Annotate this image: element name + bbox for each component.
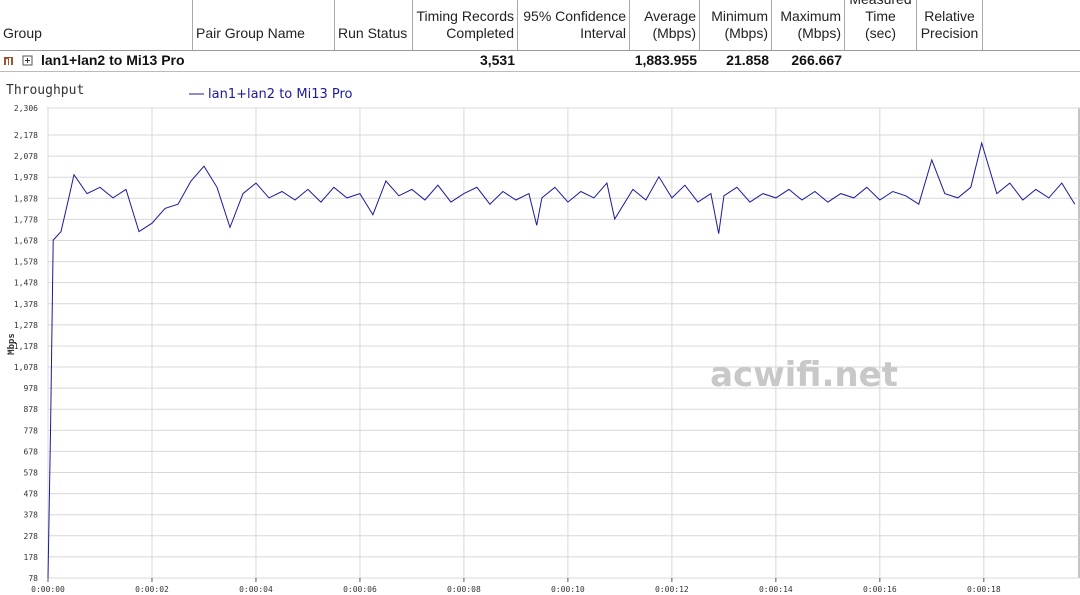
maximum: 266.667 — [791, 52, 842, 68]
x-tick-label: 0:00:00 — [31, 585, 65, 594]
y-tick-label: 878 — [24, 405, 39, 414]
y-axis-label: Mbps — [7, 333, 17, 355]
minimum: 21.858 — [726, 52, 769, 68]
column-header[interactable]: Pair Group Name — [193, 0, 335, 50]
y-tick-label: 578 — [24, 469, 39, 478]
chart-title: Throughput — [6, 83, 84, 98]
timing-records: 3,531 — [479, 52, 515, 68]
x-tick-label: 0:00:08 — [447, 585, 481, 594]
y-tick-label: 1,678 — [14, 236, 38, 245]
column-header[interactable]: 95% Confidence Interval — [518, 0, 630, 50]
x-tick-label: 0:00:10 — [551, 585, 585, 594]
watermark: acwifi.net — [710, 355, 898, 395]
y-tick-label: 1,878 — [14, 194, 38, 203]
y-tick-label: 178 — [24, 553, 39, 562]
y-tick-label: 1,178 — [14, 342, 38, 351]
chart: Throughput Mbps acwifi.net 78 178 278 378 47… — [6, 83, 1080, 594]
group-name: lan1+lan2 to Mi13 Pro — [41, 52, 185, 68]
column-header[interactable]: Relative Precision — [917, 0, 983, 50]
y-tick-label: 1,478 — [14, 279, 38, 288]
y-tick-label: 378 — [24, 511, 39, 520]
y-tick-label: 2,178 — [14, 131, 38, 140]
plot-area — [47, 107, 1080, 579]
x-tick-label: 0:00:18 — [967, 585, 1001, 594]
y-tick-label: 2,306 — [14, 104, 38, 113]
x-tick-label: 0:00:06 — [343, 585, 377, 594]
y-tick-label: 978 — [24, 384, 39, 393]
line-series — [47, 141, 1076, 579]
y-tick-label: 1,078 — [14, 363, 38, 372]
y-tick-label: 278 — [24, 532, 39, 541]
y-tick-label: 1,278 — [14, 321, 38, 330]
row-icons — [4, 55, 33, 66]
average: 1,883.955 — [634, 52, 697, 68]
legend-label: lan1+lan2 to Mi13 Pro — [208, 87, 353, 102]
column-header[interactable]: Maximum (Mbps) — [772, 0, 845, 50]
y-tick-label: 1,578 — [14, 258, 38, 267]
y-tick-label: 78 — [28, 574, 38, 583]
y-tick-label: 1,378 — [14, 300, 38, 309]
y-tick-label: 678 — [24, 447, 39, 456]
x-tick-label: 0:00:12 — [655, 585, 689, 594]
x-tick-label: 0:00:02 — [135, 585, 169, 594]
x-tick-label: 0:00:16 — [863, 585, 897, 594]
y-tick-label: 1,978 — [14, 173, 38, 182]
table-header: Group Pair Group Name Run Status Timing … — [0, 0, 1080, 51]
y-tick-label: 2,078 — [14, 152, 38, 161]
column-header[interactable]: Run Status — [335, 0, 413, 50]
x-tick-label: 0:00:14 — [759, 585, 793, 594]
table-row[interactable]: lan1+lan2 to Mi13 Pro 3,531 1,883.955 21… — [0, 51, 1080, 72]
y-tick-label: 1,778 — [14, 215, 38, 224]
column-header[interactable]: Minimum (Mbps) — [700, 0, 772, 50]
y-tick-label: 778 — [24, 426, 39, 435]
y-tick-label: 478 — [24, 490, 39, 499]
column-header[interactable]: Group — [0, 0, 193, 50]
x-tick-label: 0:00:04 — [239, 585, 273, 594]
column-header[interactable]: Average (Mbps) — [630, 0, 700, 50]
column-header[interactable]: Timing Records Completed — [413, 0, 518, 50]
column-header[interactable]: Measured Time (sec) — [845, 0, 917, 50]
